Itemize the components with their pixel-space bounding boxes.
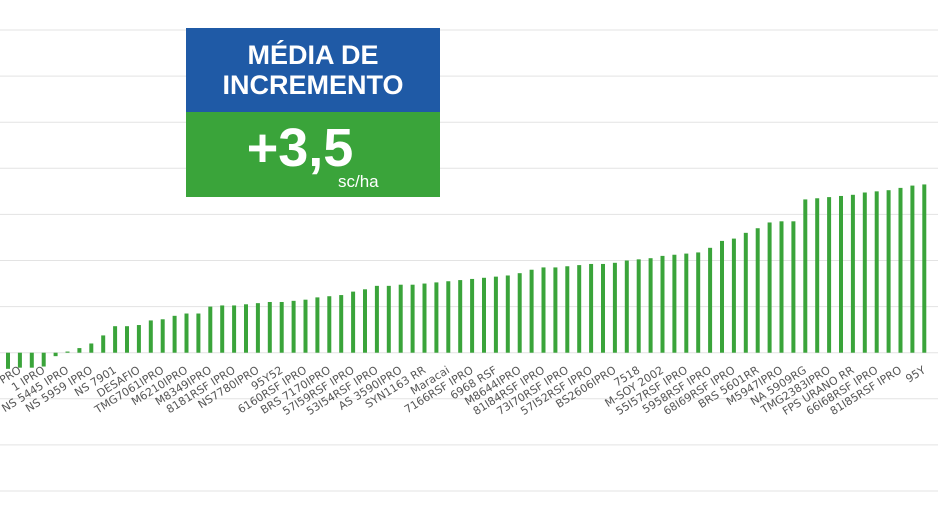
bar [351, 291, 356, 353]
bar [470, 278, 475, 353]
bar [363, 289, 367, 353]
bar [553, 267, 558, 353]
bar [720, 240, 724, 353]
bar [148, 320, 153, 353]
bar [422, 283, 427, 353]
bar [636, 259, 641, 353]
bar [601, 263, 605, 353]
bar [291, 300, 296, 353]
bar [791, 221, 796, 353]
bar [493, 276, 498, 353]
bar [232, 305, 237, 353]
bar [315, 297, 320, 353]
badge-value: +3,5 [247, 118, 354, 178]
bar [577, 265, 582, 353]
bar [767, 222, 772, 353]
bar [696, 252, 701, 353]
bar [517, 273, 522, 353]
bar [648, 258, 653, 353]
bar [755, 228, 760, 353]
bar [827, 197, 832, 353]
bar [505, 275, 510, 353]
bar [279, 301, 284, 353]
bar [172, 315, 177, 353]
bar [244, 304, 248, 353]
badge: MÉDIA DE INCREMENTO +3,5 sc/ha [186, 28, 440, 197]
bar [113, 326, 118, 353]
bar [446, 281, 451, 353]
bar [220, 305, 225, 353]
bar [529, 269, 534, 353]
grid [0, 29, 938, 492]
badge-title-box [186, 28, 440, 112]
badge-unit: sc/ha [338, 172, 379, 191]
bar [184, 313, 189, 353]
bar [196, 313, 201, 353]
bar [434, 282, 439, 353]
bar [541, 267, 546, 353]
bar [160, 319, 165, 353]
bar [255, 303, 260, 353]
bar [53, 352, 58, 357]
bar [482, 277, 486, 353]
bar [410, 284, 415, 353]
bar [922, 184, 927, 353]
bar [339, 295, 344, 353]
x-tick-label: 95Y [903, 363, 928, 385]
bar [708, 247, 713, 353]
badge-title: MÉDIA DE [247, 39, 378, 70]
bar [612, 262, 617, 353]
bar [267, 301, 272, 353]
badge-title: INCREMENTO [222, 70, 403, 100]
bar [65, 351, 70, 353]
bar [743, 232, 748, 353]
bar [101, 335, 106, 353]
bar [731, 238, 736, 353]
bar [125, 326, 129, 353]
bar [136, 325, 141, 353]
bar [41, 352, 46, 367]
bar [874, 191, 879, 353]
bar [850, 194, 855, 353]
bar [910, 185, 915, 353]
bar [672, 254, 677, 353]
bar [684, 253, 689, 353]
bar [458, 280, 463, 353]
bar [815, 198, 820, 353]
bars [6, 184, 927, 369]
bar [803, 199, 808, 353]
bar [660, 255, 665, 353]
bar [886, 190, 891, 353]
bar [386, 285, 391, 353]
bar [6, 352, 10, 369]
bar [17, 352, 22, 368]
bar [77, 348, 82, 353]
bar [89, 343, 94, 353]
bar [862, 192, 867, 353]
badge-value-box [186, 112, 440, 197]
bar [208, 306, 213, 353]
bar [303, 299, 308, 353]
bar [624, 260, 629, 353]
bar [565, 266, 570, 353]
bar [589, 263, 594, 353]
bar [898, 187, 903, 353]
bar [779, 221, 784, 353]
bar [327, 296, 332, 353]
bar [29, 352, 34, 368]
bar [839, 195, 843, 353]
bar [398, 284, 403, 353]
bar [374, 285, 379, 353]
